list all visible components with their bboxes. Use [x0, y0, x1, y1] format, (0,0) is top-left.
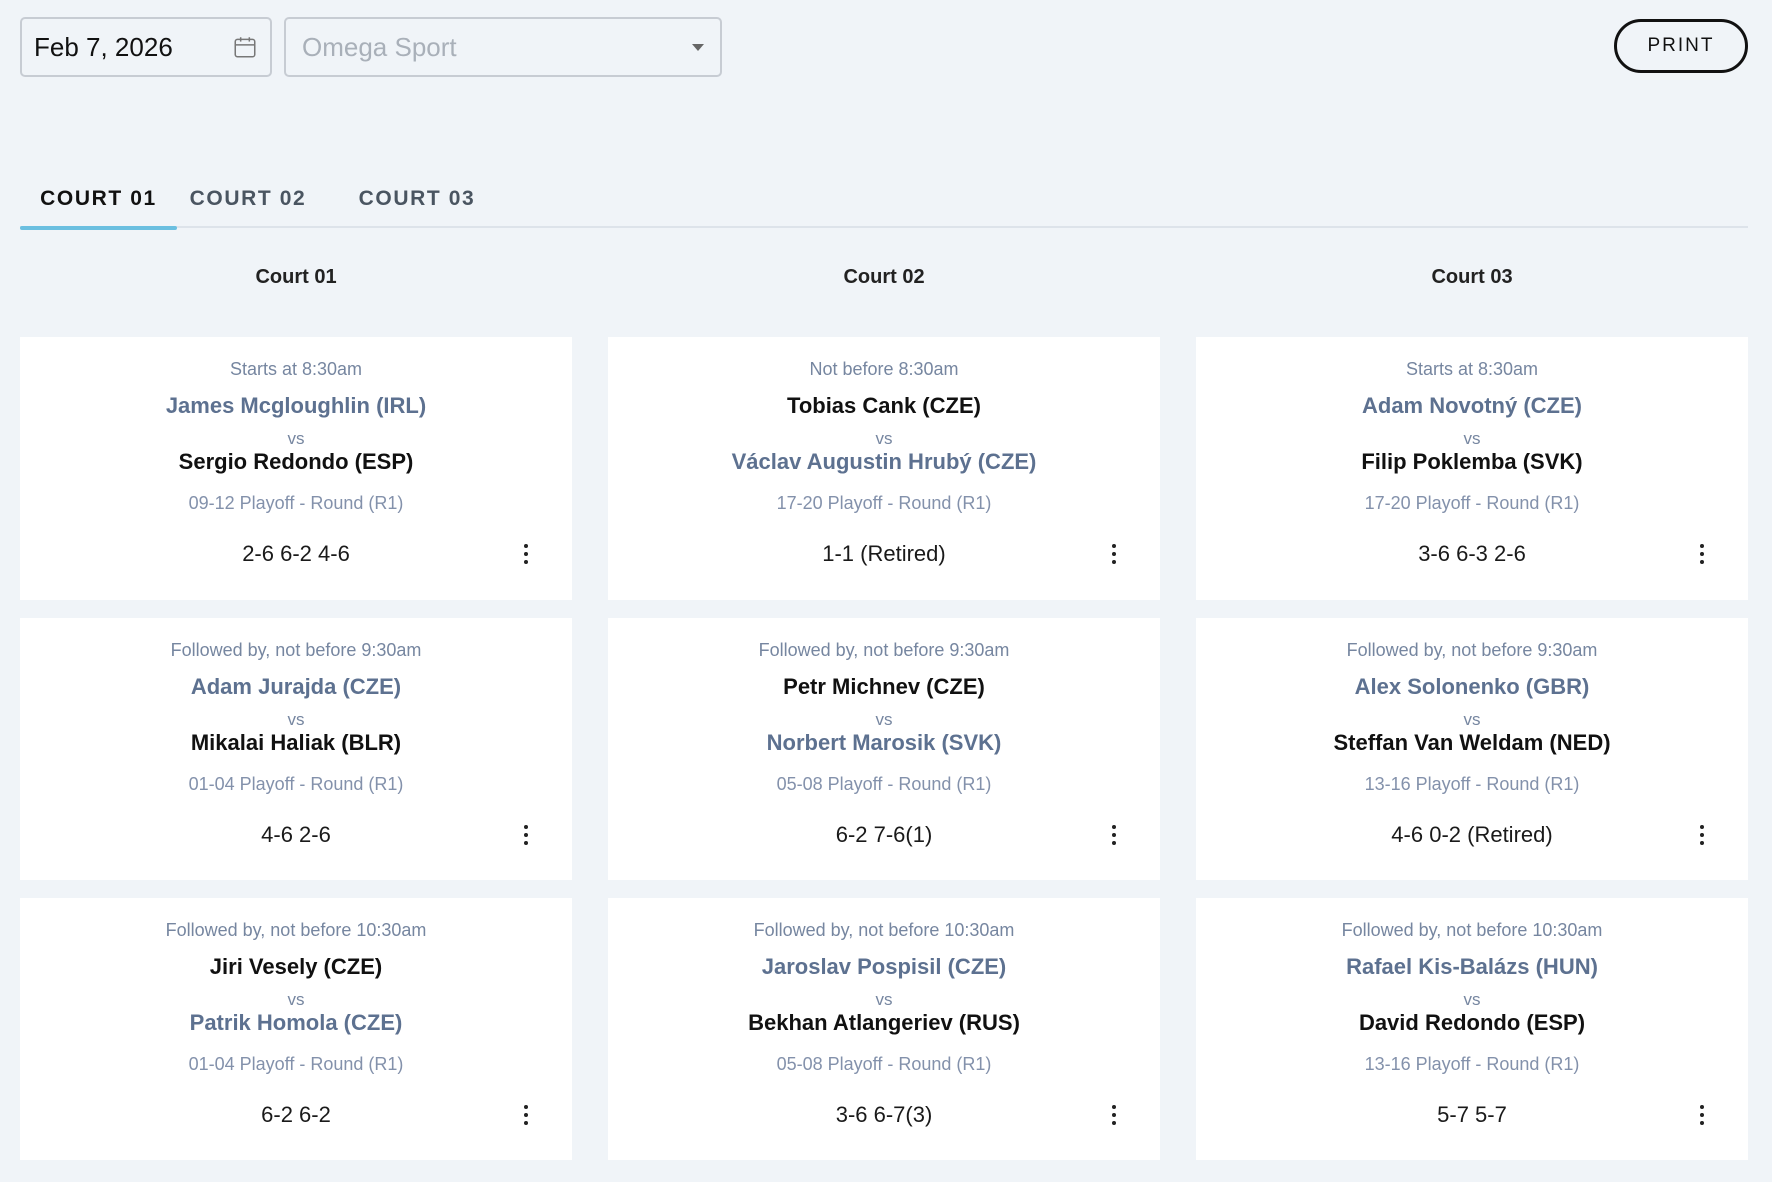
player-two: Steffan Van Weldam (NED): [1333, 730, 1611, 755]
more-vertical-icon[interactable]: [518, 1102, 534, 1128]
player-two: Filip Poklemba (SVK): [1361, 449, 1583, 474]
match-round: 17-20 Playoff - Round (R1): [1364, 493, 1580, 513]
more-vertical-icon[interactable]: [1106, 1102, 1122, 1128]
match-score: 6-2 7-6(1): [835, 822, 933, 847]
player-one: Rafael Kis-Balázs (HUN): [1346, 954, 1598, 979]
more-vertical-icon[interactable]: [1694, 822, 1710, 848]
match-card[interactable]: Not before 8:30am Tobias Cank (CZE) vs V…: [608, 337, 1160, 600]
player-one: Jaroslav Pospisil (CZE): [761, 954, 1007, 979]
vs-label: vs: [875, 710, 893, 729]
match-card[interactable]: Followed by, not before 10:30am Jiri Ves…: [20, 898, 572, 1160]
more-vertical-icon[interactable]: [1106, 822, 1122, 848]
vs-label: vs: [287, 990, 305, 1009]
sport-select[interactable]: Omega Sport: [284, 17, 722, 77]
match-round: 09-12 Playoff - Round (R1): [188, 493, 404, 513]
match-time: Followed by, not before 9:30am: [1346, 640, 1598, 660]
more-vertical-icon[interactable]: [1106, 541, 1122, 567]
match-time: Starts at 8:30am: [229, 359, 363, 379]
match-time: Followed by, not before 9:30am: [170, 640, 422, 660]
court-header-01: Court 01: [255, 266, 337, 288]
vs-label: vs: [1463, 710, 1481, 729]
player-two: Norbert Marosik (SVK): [766, 730, 1002, 755]
tab-court-01[interactable]: COURT 01: [20, 170, 177, 230]
match-score: 3-6 6-7(3): [835, 1102, 933, 1127]
tab-court-03[interactable]: COURT 03: [358, 187, 476, 210]
player-one: Tobias Cank (CZE): [787, 393, 981, 418]
match-score: 4-6 2-6: [261, 822, 331, 847]
match-card[interactable]: Followed by, not before 9:30am Adam Jura…: [20, 618, 572, 880]
vs-label: vs: [1463, 990, 1481, 1009]
match-card[interactable]: Starts at 8:30am Adam Novotný (CZE) vs F…: [1196, 337, 1748, 600]
match-score: 3-6 6-3 2-6: [1418, 541, 1526, 566]
match-time: Not before 8:30am: [809, 359, 959, 379]
match-round: 13-16 Playoff - Round (R1): [1364, 774, 1580, 794]
match-card[interactable]: Followed by, not before 9:30am Alex Solo…: [1196, 618, 1748, 880]
more-vertical-icon[interactable]: [1694, 1102, 1710, 1128]
player-one: Jiri Vesely (CZE): [209, 954, 383, 979]
court-header-03: Court 03: [1431, 266, 1513, 288]
chevron-down-icon: [692, 43, 704, 51]
vs-label: vs: [875, 990, 893, 1009]
match-round: 05-08 Playoff - Round (R1): [776, 774, 992, 794]
match-time: Followed by, not before 10:30am: [753, 920, 1015, 940]
match-round: 01-04 Playoff - Round (R1): [188, 1054, 404, 1074]
more-vertical-icon[interactable]: [518, 822, 534, 848]
match-card[interactable]: Followed by, not before 9:30am Petr Mich…: [608, 618, 1160, 880]
date-picker-field[interactable]: Feb 7, 2026: [20, 17, 272, 77]
match-score: 1-1 (Retired): [822, 541, 946, 566]
print-button[interactable]: PRINT: [1614, 19, 1748, 73]
match-time: Followed by, not before 10:30am: [1341, 920, 1603, 940]
court-header-02: Court 02: [843, 266, 925, 288]
player-one: Adam Jurajda (CZE): [190, 674, 402, 699]
match-time: Followed by, not before 10:30am: [165, 920, 427, 940]
vs-label: vs: [875, 429, 893, 448]
match-score: 2-6 6-2 4-6: [242, 541, 350, 566]
player-two: Václav Augustin Hrubý (CZE): [731, 449, 1037, 474]
sport-select-placeholder: Omega Sport: [302, 31, 457, 62]
vs-label: vs: [287, 429, 305, 448]
match-card[interactable]: Followed by, not before 10:30am Rafael K…: [1196, 898, 1748, 1160]
match-round: 17-20 Playoff - Round (R1): [776, 493, 992, 513]
player-two: Mikalai Haliak (BLR): [190, 730, 402, 755]
match-card[interactable]: Followed by, not before 10:30am Jaroslav…: [608, 898, 1160, 1160]
player-one: James Mcgloughlin (IRL): [165, 393, 427, 418]
match-time: Starts at 8:30am: [1405, 359, 1539, 379]
vs-label: vs: [1463, 429, 1481, 448]
match-card[interactable]: Starts at 8:30am James Mcgloughlin (IRL)…: [20, 337, 572, 600]
calendar-icon[interactable]: [232, 34, 258, 60]
match-score: 4-6 0-2 (Retired): [1391, 822, 1553, 847]
court-tabs: COURT 01 COURT 02 COURT 03: [20, 170, 1748, 230]
player-one: Petr Michnev (CZE): [783, 674, 985, 699]
match-time: Followed by, not before 9:30am: [758, 640, 1010, 660]
vs-label: vs: [287, 710, 305, 729]
more-vertical-icon[interactable]: [1694, 541, 1710, 567]
more-vertical-icon[interactable]: [518, 541, 534, 567]
player-two: David Redondo (ESP): [1358, 1010, 1586, 1035]
player-one: Adam Novotný (CZE): [1362, 393, 1582, 418]
player-one: Alex Solonenko (GBR): [1354, 674, 1590, 699]
match-round: 13-16 Playoff - Round (R1): [1364, 1054, 1580, 1074]
match-round: 01-04 Playoff - Round (R1): [188, 774, 404, 794]
match-round: 05-08 Playoff - Round (R1): [776, 1054, 992, 1074]
player-two: Patrik Homola (CZE): [189, 1010, 403, 1035]
player-two: Bekhan Atlangeriev (RUS): [748, 1010, 1020, 1035]
date-value: Feb 7, 2026: [34, 31, 173, 62]
player-two: Sergio Redondo (ESP): [178, 449, 414, 474]
match-score: 6-2 6-2: [261, 1102, 331, 1127]
match-score: 5-7 5-7: [1437, 1102, 1507, 1127]
tab-court-02[interactable]: COURT 02: [189, 187, 307, 210]
